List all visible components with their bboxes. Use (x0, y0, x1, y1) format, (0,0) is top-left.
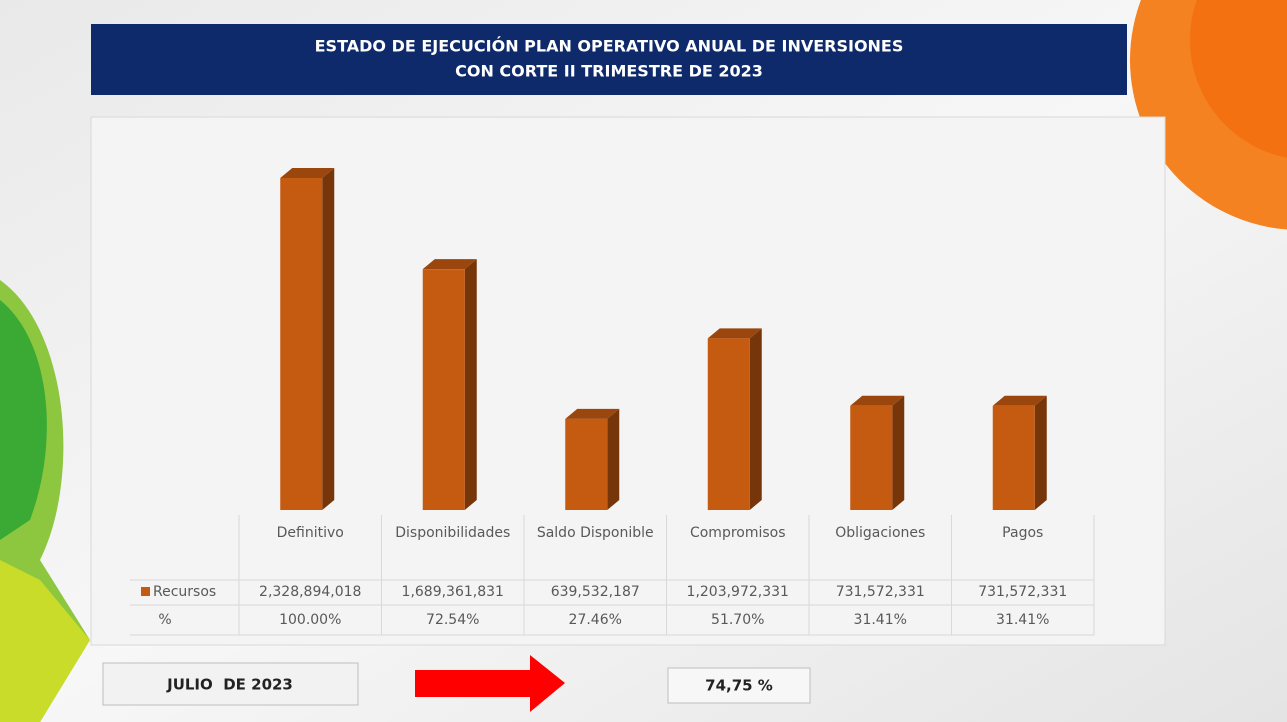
value-label: 1,689,361,831 (402, 584, 504, 600)
percent-label: 27.46% (569, 612, 622, 628)
bar (707, 338, 750, 510)
bar-side (749, 328, 762, 510)
legend-swatch (141, 587, 150, 596)
row-label: % (158, 612, 171, 628)
bar-top (565, 408, 620, 419)
value-label: 731,572,331 (836, 584, 925, 600)
percent-label: 100.00% (279, 612, 341, 628)
value-label: 731,572,331 (978, 584, 1067, 600)
bar-side (1034, 395, 1047, 510)
period-box (102, 662, 359, 706)
bar (850, 405, 893, 510)
decor-orange (1190, 0, 1287, 158)
category-label: Compromisos (689, 525, 786, 541)
bar-top (422, 259, 477, 270)
value-label: 639,532,187 (551, 584, 640, 600)
bar (422, 269, 465, 510)
bar (992, 405, 1035, 510)
total: 74,75 % (705, 677, 773, 695)
category-label: Saldo Disponible (536, 525, 654, 541)
bar-top (992, 395, 1047, 406)
value-label: 1,203,972,331 (687, 584, 789, 600)
bar-side (892, 395, 905, 510)
bar (280, 178, 323, 510)
decor-yellow (0, 560, 90, 722)
title-box (91, 24, 1127, 95)
bar-side (464, 259, 477, 510)
category-label: Disponibilidades (395, 525, 511, 541)
percent-label: 31.41% (996, 612, 1049, 628)
bar-top (280, 168, 335, 178)
category-label: Obligaciones (835, 525, 926, 541)
bar-top (707, 328, 762, 339)
bar-side (322, 168, 335, 510)
bar-side (607, 408, 620, 510)
category-label: Obligaciones (835, 525, 926, 541)
chart-area (90, 116, 1166, 646)
category-label: Disponibilidades (395, 525, 511, 541)
decor-green (0, 300, 47, 540)
percent-label: 31.41% (854, 612, 907, 628)
category-label: Pagos (1002, 525, 1044, 541)
bar (565, 418, 608, 510)
title: ESTADO DE EJECUCIÓN PLAN OPERATIVO ANUAL… (315, 37, 904, 56)
category-label: Pagos (1002, 525, 1044, 541)
value-label: 2,328,894,018 (259, 584, 361, 600)
period: JULIO DE 2023 (166, 676, 293, 694)
bar-top (850, 395, 905, 406)
title: CON CORTE II TRIMESTRE DE 2023 (455, 62, 763, 81)
row-label: Recursos (153, 584, 216, 600)
percent-label: 72.54% (426, 612, 479, 628)
total-box (667, 667, 811, 704)
percent-label: 51.70% (711, 612, 764, 628)
category-label: Definitivo (276, 525, 344, 541)
category-label: Saldo Disponible (536, 525, 654, 541)
arrow (415, 655, 565, 712)
category-label: Compromisos (689, 525, 786, 541)
category-label: Definitivo (276, 525, 344, 541)
